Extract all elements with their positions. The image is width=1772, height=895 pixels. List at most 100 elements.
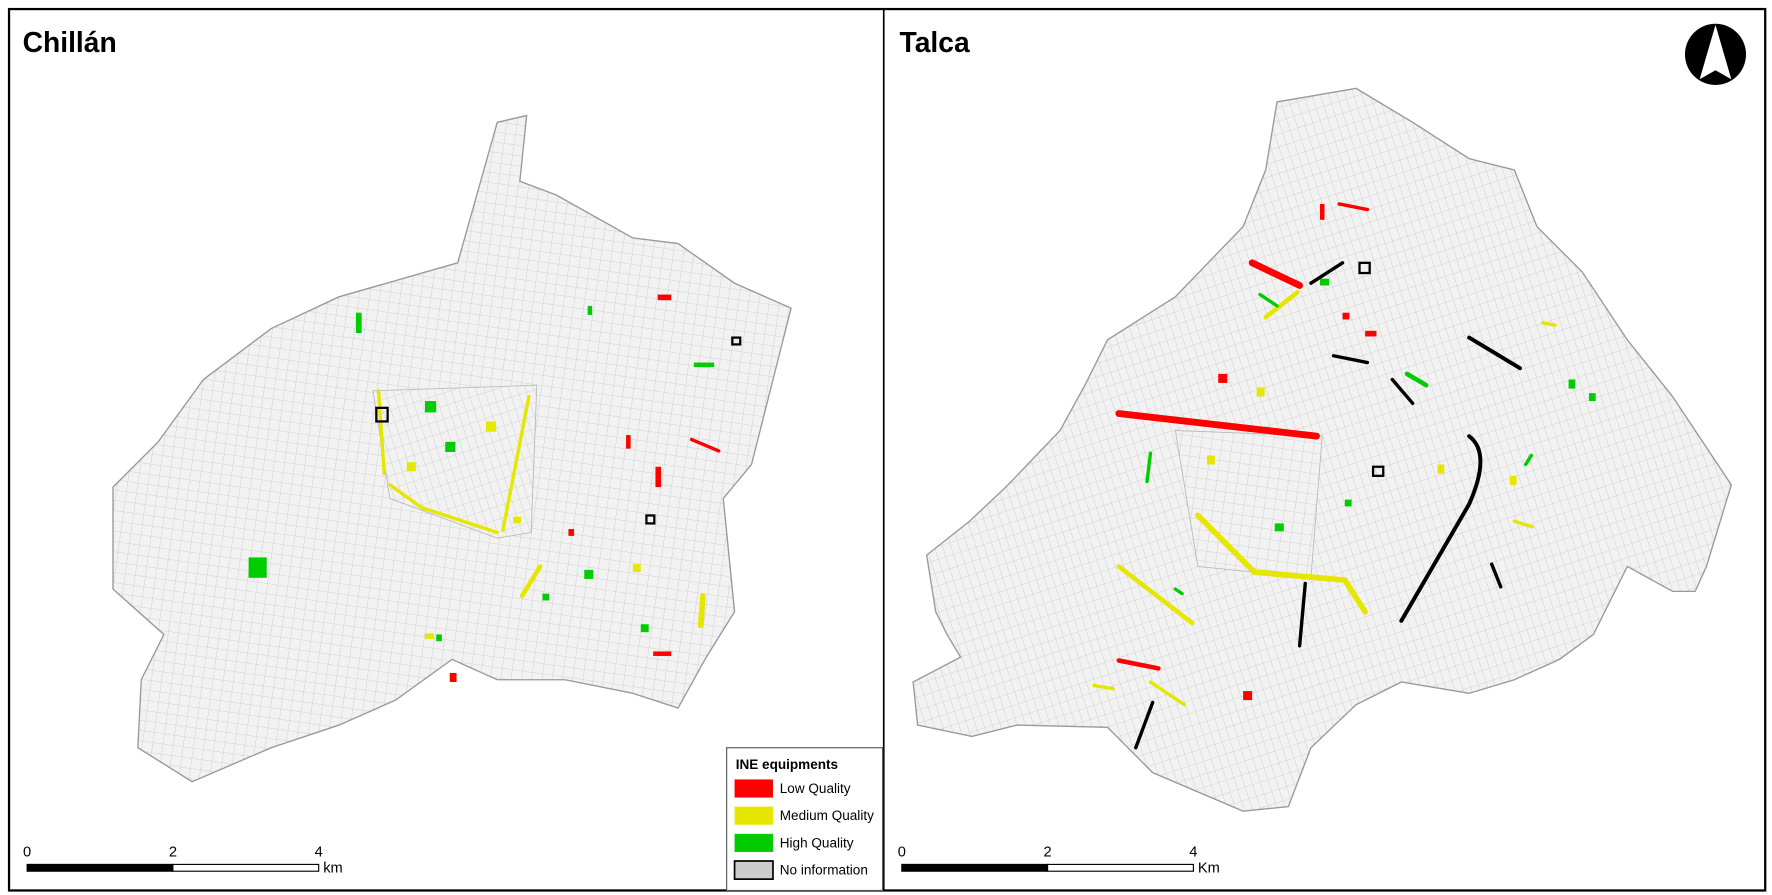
equipment-area [693, 362, 715, 368]
equipment-area [1218, 373, 1228, 383]
equipment-segment [1512, 519, 1535, 529]
equipment-segment [1134, 700, 1155, 750]
legend-swatch [734, 806, 773, 825]
equipment-area [1319, 278, 1329, 286]
equipment-area [1274, 523, 1284, 532]
equipment-area [632, 564, 641, 573]
equipment-area [436, 634, 442, 642]
equipment-area [1243, 691, 1253, 701]
scale-label: 2 [1044, 844, 1052, 860]
equipment-area [355, 312, 362, 334]
equipment-segment [697, 593, 706, 629]
equipment-area [1588, 393, 1596, 402]
equipment-segment [1540, 321, 1557, 327]
equipment-segment [689, 437, 721, 453]
equipment-segment [501, 394, 531, 532]
equipment-segment [1467, 335, 1522, 371]
legend-swatch [734, 833, 773, 852]
equipment-segment [1116, 564, 1195, 626]
equipment-area [424, 633, 434, 639]
equipment-area [248, 557, 267, 578]
legend-label: High Quality [780, 835, 854, 850]
equipment-area [542, 593, 550, 601]
panel-title: Chillán [23, 26, 117, 58]
legend-title: INE equipments [736, 757, 838, 772]
equipment-segment [1148, 680, 1187, 707]
legend-swatch [733, 860, 774, 880]
equipment-segment [1390, 377, 1415, 406]
equipment-area [655, 466, 662, 488]
equipment-segment [1523, 453, 1533, 467]
scale-label: 4 [1189, 844, 1197, 860]
equipment-area [1365, 330, 1377, 337]
equipment-segment [1258, 292, 1279, 308]
equipment-area [1206, 455, 1215, 465]
scale-unit: Km [1198, 860, 1220, 876]
equipment-layer [248, 202, 1596, 750]
legend-label: Low Quality [780, 781, 851, 796]
equipment-area [424, 401, 437, 413]
equipment-area [640, 624, 649, 633]
panel-title: Talca [900, 26, 970, 58]
scale-label: 0 [23, 844, 31, 860]
equipment-segment [1116, 658, 1161, 671]
equipment-segment [1337, 202, 1370, 212]
equipment-no-info [1371, 465, 1385, 477]
equipment-area [568, 529, 575, 536]
legend-swatch [734, 779, 773, 798]
equipment-segment [1490, 562, 1503, 589]
scale-bar-segment [26, 863, 174, 872]
legend-label: Medium Quality [780, 808, 874, 823]
equipment-segment [1309, 261, 1345, 285]
equipment-segment [1195, 512, 1368, 615]
equipment-no-info [731, 336, 742, 346]
equipment-segment [1399, 434, 1483, 623]
city-outline [912, 87, 1733, 812]
scale-label: 0 [898, 844, 906, 860]
equipment-segment [519, 564, 543, 599]
equipment-segment [1263, 290, 1300, 320]
equipment-no-info [1358, 261, 1371, 275]
equipment-area [449, 672, 457, 683]
equipment-area [584, 569, 594, 579]
equipment-segment [388, 483, 499, 535]
legend: INE equipments Low Quality Medium Quality… [726, 747, 884, 892]
scale-label: 2 [169, 844, 177, 860]
equipment-segment [1115, 410, 1320, 440]
equipment-area [1568, 379, 1576, 389]
equipment-segment [1173, 587, 1184, 596]
equipment-area [1437, 464, 1445, 474]
equipment-area [445, 441, 456, 453]
equipment-area [1509, 475, 1517, 485]
equipment-segment [1331, 354, 1370, 365]
scale-bar-segment [901, 863, 1049, 872]
equipment-area [587, 305, 593, 315]
legend-label: No information [780, 863, 868, 878]
equipment-no-info [375, 406, 389, 423]
north-arrow [1684, 23, 1747, 85]
equipment-area [657, 294, 672, 301]
scale-label: 4 [315, 844, 323, 860]
equipment-segment [1297, 581, 1307, 648]
equipment-segment [1092, 683, 1115, 691]
scale-bar-segment [172, 863, 320, 872]
equipment-area [485, 421, 497, 432]
equipment-segment [1404, 371, 1429, 388]
equipment-area [653, 651, 672, 656]
equipment-area [626, 435, 631, 449]
equipment-area [1342, 312, 1350, 320]
city-core [1174, 430, 1323, 579]
equipment-area [1256, 387, 1265, 397]
equipment-no-info [645, 514, 656, 525]
equipment-area [513, 516, 521, 524]
equipment-area [1344, 499, 1352, 507]
equipment-segment [376, 389, 386, 476]
scale-unit: km [323, 860, 343, 876]
equipment-segment [1145, 451, 1153, 484]
scale-bar-segment [1047, 863, 1194, 872]
equipment-area [406, 462, 416, 472]
equipment-segment [1248, 259, 1304, 289]
